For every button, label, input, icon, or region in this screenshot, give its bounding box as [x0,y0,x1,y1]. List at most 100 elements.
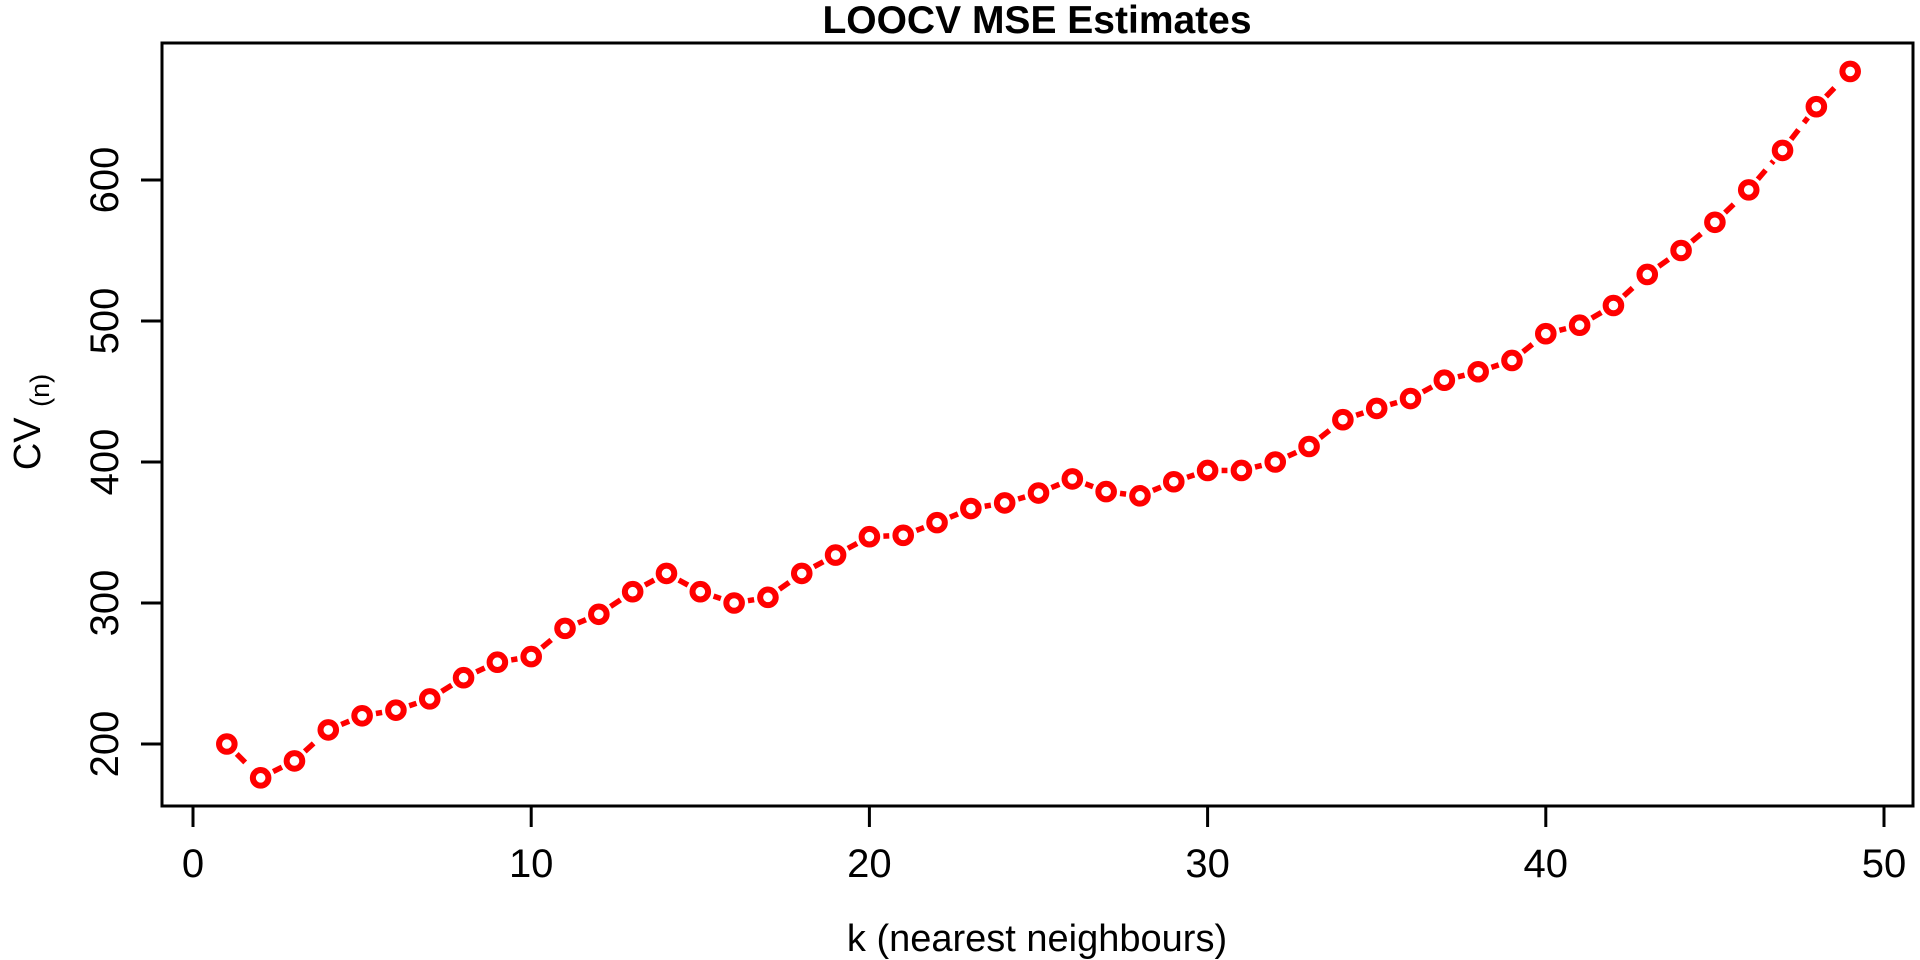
series-segment [984,502,992,509]
series-segment [375,709,383,717]
series-segment [440,682,454,694]
series-segment [1490,362,1500,370]
series-segment [271,764,284,775]
data-point [892,524,915,547]
plot-border [160,41,1915,808]
series-segment [475,665,486,675]
series-segment [1151,484,1162,493]
series-segment [540,635,557,650]
x-axis-tick-label: 0 [182,842,204,886]
series-segment [1254,462,1263,470]
x-axis-tick-label: 40 [1524,842,1569,886]
series-segment [1084,481,1094,490]
data-point [689,580,712,603]
data-point [1670,239,1692,262]
data-point [1805,95,1828,118]
series-segment [1788,116,1810,142]
data-point [1129,485,1151,507]
data-point [1264,451,1287,473]
data-point [655,562,678,585]
series-segment [1457,372,1466,380]
series-segment [1017,494,1026,502]
data-point [1636,263,1659,286]
series-segment [1521,340,1537,354]
series-segment [1657,256,1672,269]
data-point [1230,459,1253,482]
data-point [1704,211,1726,234]
data-point [317,719,340,741]
series-segment [1621,281,1639,299]
series-segment [510,656,518,663]
series-segment [712,593,722,602]
data-point [1467,360,1489,383]
data-point [1771,139,1794,162]
data-point [452,666,475,689]
series-segment [1558,325,1567,333]
data-point [385,699,407,721]
data-point [283,750,306,772]
y-axis-tick-label: 600 [83,147,127,214]
data-point [486,651,509,674]
y-axis-tick-label: 200 [83,711,127,778]
series-segment [1723,197,1741,215]
series-segment [608,597,623,609]
data-point [249,767,272,789]
data-point [960,497,982,520]
data-point [993,492,1016,514]
data-point [824,544,847,566]
x-axis-title: k (nearest neighbours) [847,918,1227,960]
y-axis-tick-label: 500 [83,288,127,355]
data-point [554,617,576,640]
data-point [1501,349,1523,372]
series-segment [1119,490,1127,497]
data-point [1027,482,1050,504]
data-point [1433,369,1456,392]
data-point [1162,470,1185,493]
data-point [1061,468,1084,490]
series-segment [408,700,418,709]
series-segment [302,737,320,754]
data-point [1332,408,1354,431]
series-segment [576,617,587,626]
data-point [1365,397,1388,420]
series-segment [846,540,859,551]
series-segment [1824,79,1843,99]
series-segment [948,511,959,520]
data-point [216,733,238,755]
series-segment [1286,449,1298,459]
axes-layer: 0 10 20 30 40 50 200 300 400 500 600 [83,147,1906,886]
data-point [926,511,948,534]
series-segment [340,718,351,728]
data-point [1568,314,1591,337]
x-axis-tick-label: 30 [1185,842,1230,886]
y-axis-title-main: CV [7,417,49,470]
data-point [1737,179,1760,201]
y-axis-title: CV (n) [7,374,55,470]
chart-title: LOOCV MSE Estimates [822,0,1251,42]
data-point [621,580,644,603]
series-segment [1389,399,1398,408]
x-axis-tick-label: 10 [509,842,554,886]
series-segment [1755,159,1776,182]
series-segment [643,577,656,588]
data-point [790,562,813,585]
series-segment [1590,310,1603,321]
y-axis-tick-label: 400 [83,429,127,496]
data-point [757,586,779,609]
series-segment [677,577,690,588]
series-segment [777,579,792,592]
data-series [216,60,1861,789]
data-point [1839,60,1861,83]
series-segment [1186,472,1196,480]
series-segment [1355,410,1365,418]
series-segment [1050,481,1061,491]
data-point [1399,387,1422,410]
series-segment [747,596,755,604]
data-point [723,592,745,614]
x-axis-tick-label: 20 [847,842,892,886]
series-segment [1318,426,1334,440]
data-point [1298,435,1320,458]
data-point [1535,322,1557,345]
